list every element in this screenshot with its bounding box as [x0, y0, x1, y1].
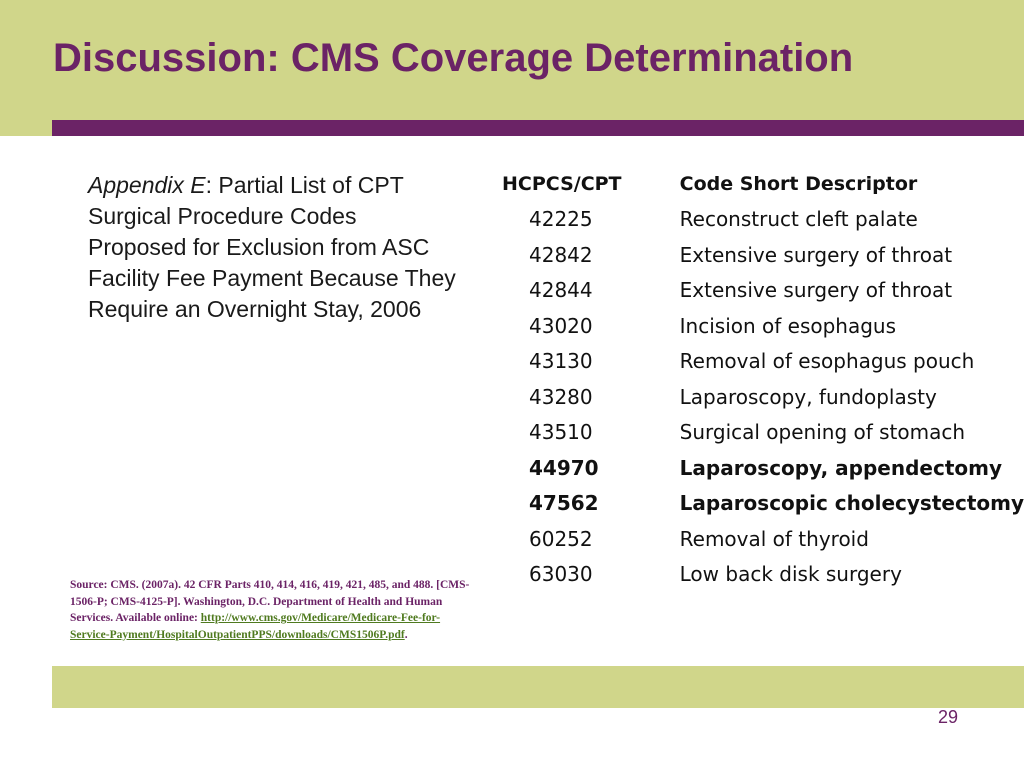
cell-code: 43130: [529, 349, 593, 374]
table-row: 43510 Surgical opening of stomach: [492, 415, 1024, 451]
cell-code: 44970: [529, 455, 599, 480]
source-text: Source: CMS. (2007a). 42 CFR Parts 410, …: [70, 579, 470, 624]
cell-code: 42225: [529, 207, 593, 232]
table-row: 43280 Laparoscopy, fundoplasty: [492, 379, 1024, 415]
cell-code: 63030: [529, 562, 593, 587]
header-band: [0, 0, 1024, 120]
table-row: 42225 Reconstruct cleft palate: [492, 202, 1024, 238]
source-trailing: .: [404, 628, 408, 641]
cell-code: 47562: [529, 491, 599, 516]
cell-descriptor: Incision of esophagus: [679, 313, 897, 338]
cell-descriptor: Low back disk surgery: [679, 562, 902, 587]
cpt-code-table: HCPCS/CPT Code Short Descriptor 42225 Rec…: [492, 166, 1024, 592]
cell-descriptor: Removal of thyroid: [679, 526, 869, 551]
header-descriptor: Code Short Descriptor: [679, 172, 918, 195]
page-title: Discussion: CMS Coverage Determination: [53, 36, 854, 80]
page-number: 29: [938, 707, 959, 727]
cell-code: 60252: [529, 526, 593, 551]
cell-code: 42844: [529, 278, 593, 303]
appendix-caption: Appendix E: Partial List of CPT Surgical…: [88, 170, 458, 325]
cell-descriptor: Laparoscopy, appendectomy: [679, 455, 1003, 480]
cell-code: 43280: [529, 384, 593, 409]
cell-code: 42842: [529, 242, 593, 267]
cell-code: 43510: [529, 420, 593, 445]
source-citation: Source: CMS. (2007a). 42 CFR Parts 410, …: [70, 577, 470, 643]
caption-text: : Partial List of CPT Surgical Procedure…: [88, 172, 456, 322]
cell-descriptor: Laparoscopic cholecystectomy: [679, 491, 1024, 516]
table-row: 44970 Laparoscopy, appendectomy: [492, 450, 1024, 486]
table-row: 42842 Extensive surgery of throat: [492, 237, 1024, 273]
header-code: HCPCS/CPT: [502, 172, 622, 195]
cell-code: 43020: [529, 313, 593, 338]
table-row: 63030 Low back disk surgery: [492, 557, 1024, 593]
source-link[interactable]: http://www.cms.gov/Medicare/Medicare-Fee…: [70, 612, 441, 641]
cell-descriptor: Extensive surgery of throat: [679, 278, 953, 303]
cell-descriptor: Removal of esophagus pouch: [679, 349, 975, 374]
cell-descriptor: Reconstruct cleft palate: [679, 207, 918, 232]
table-row: 43130 Removal of esophagus pouch: [492, 344, 1024, 380]
table-row: 43020 Incision of esophagus: [492, 308, 1024, 344]
table-body: 42225 Reconstruct cleft palate 42842 Extens…: [492, 202, 1024, 593]
table-header-row: HCPCS/CPT Code Short Descriptor: [492, 166, 1024, 202]
cell-descriptor: Extensive surgery of throat: [679, 242, 953, 267]
cell-descriptor: Surgical opening of stomach: [679, 420, 966, 445]
header-edge: [0, 120, 52, 136]
table-row: 60252 Removal of thyroid: [492, 521, 1024, 557]
cell-descriptor: Laparoscopy, fundoplasty: [679, 384, 937, 409]
table-row: 47562 Laparoscopic cholecystectomy: [492, 486, 1024, 522]
caption-italic: Appendix E: [88, 172, 206, 198]
accent-bar: [52, 120, 1024, 136]
table-row: 42844 Extensive surgery of throat: [492, 273, 1024, 309]
footer-band: [52, 666, 1024, 708]
